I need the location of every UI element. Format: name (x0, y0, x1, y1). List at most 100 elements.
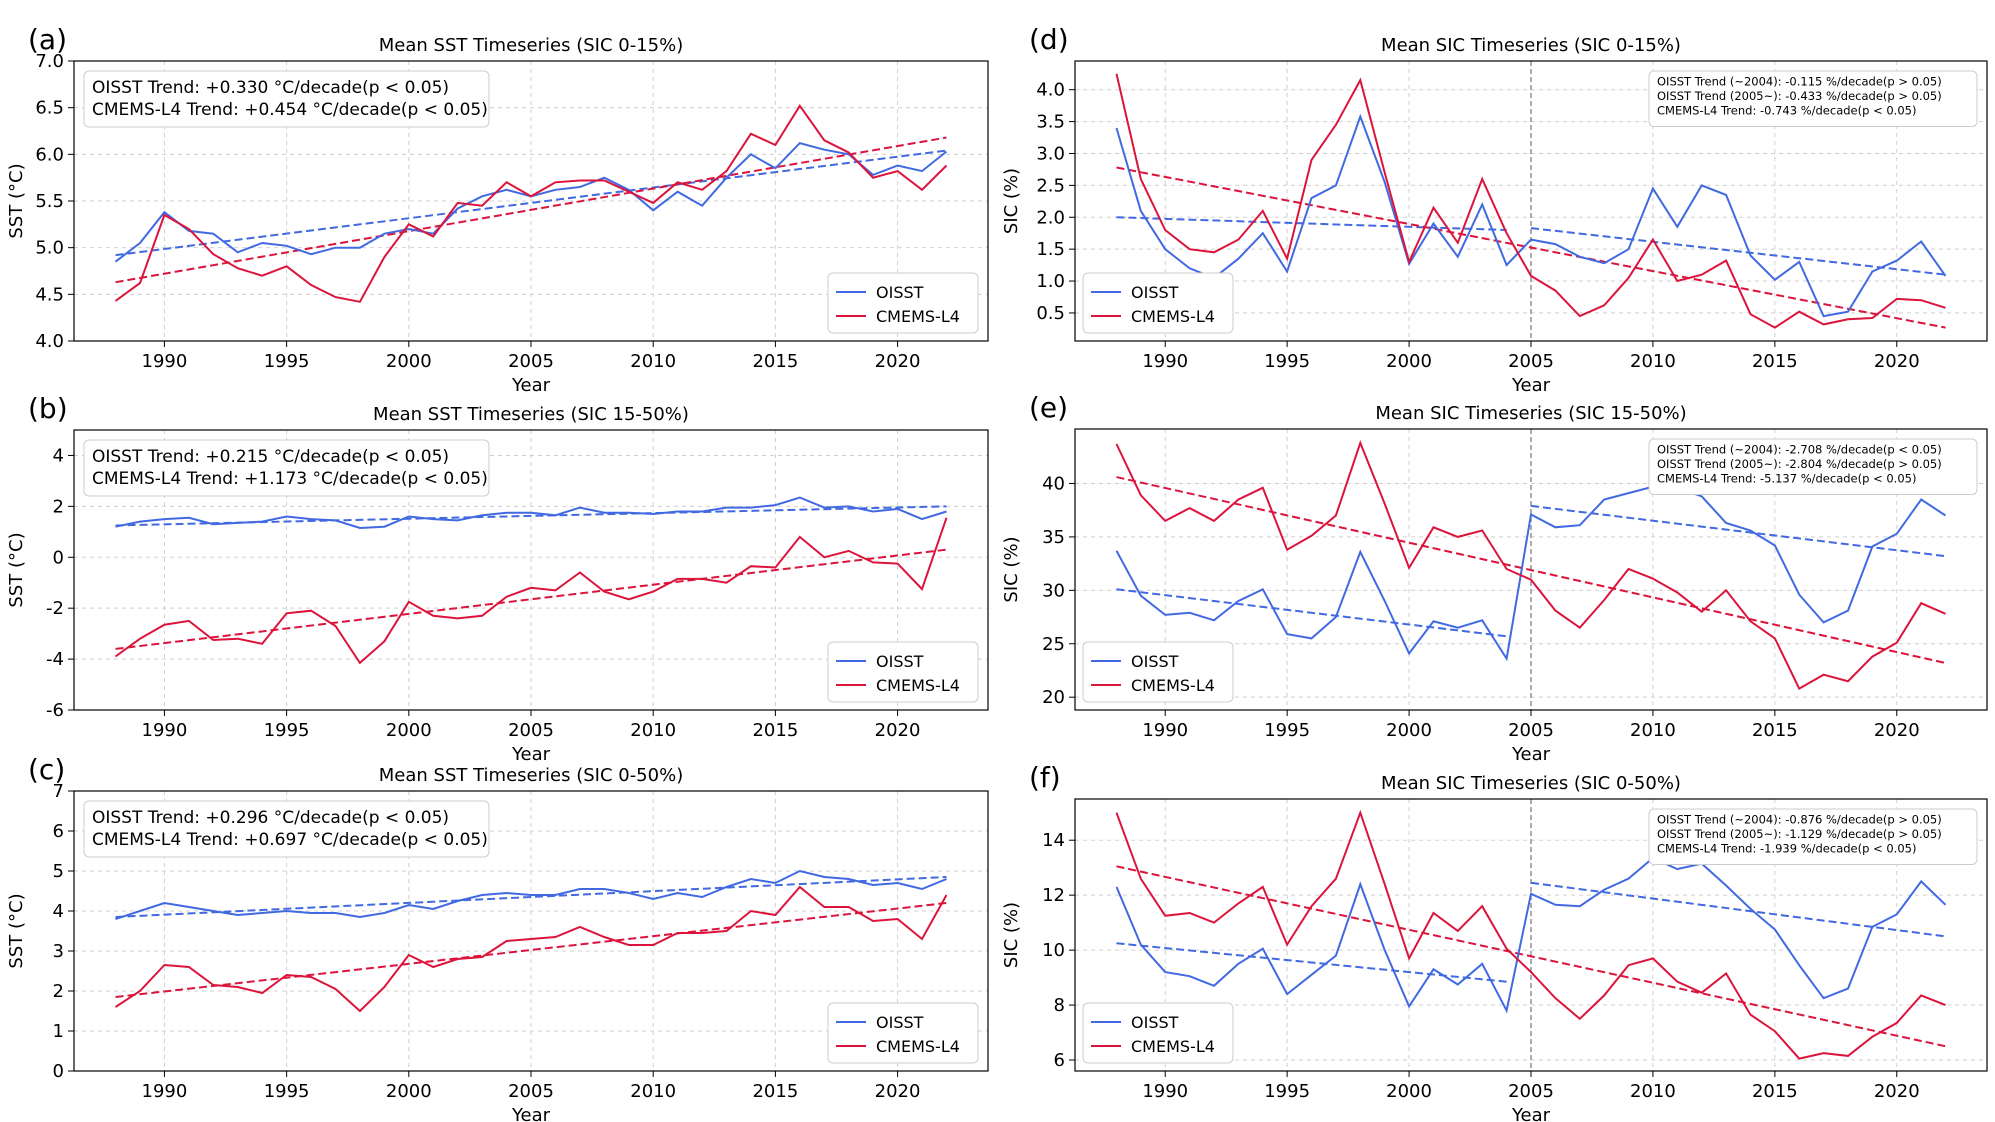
series-line-cmems (1115, 73, 1946, 329)
trend-line-oisst (115, 876, 947, 918)
y-axis-label: SIC (%) (1001, 536, 1022, 602)
x-tick-label: 2010 (1630, 1081, 1676, 1102)
trend-annotation-text: CMEMS-L4 Trend: -1.939 %/decade(p < 0.05… (1657, 842, 1916, 856)
y-tick-label: 6.0 (35, 144, 64, 165)
x-tick-label: 2015 (752, 1081, 798, 1102)
trend-annotation-box (1648, 70, 1978, 127)
trend-line-cmems (1116, 166, 1946, 329)
trend-annotation-text: CMEMS-L4 Trend: +0.454 °C/decade(p < 0.0… (92, 100, 488, 120)
x-tick-label: 1990 (142, 351, 188, 372)
y-tick-label: 2.0 (1036, 207, 1065, 228)
legend-box (1082, 1002, 1234, 1064)
y-tick-label: 0 (53, 1061, 64, 1082)
x-tick-label: 2000 (386, 1081, 432, 1102)
y-tick-label: 35 (1042, 527, 1065, 548)
x-tick-label: 1990 (142, 1081, 188, 1102)
axes-frame (73, 429, 989, 711)
trend-line-cmems (1116, 476, 1946, 664)
trend-annotation-box (1648, 808, 1978, 865)
series-line-cmems (1115, 440, 1946, 690)
trend-annotation-box (83, 439, 490, 497)
legend-box (1082, 641, 1234, 703)
x-tick-label: 2010 (1630, 351, 1676, 372)
panel-letter: (c) (28, 753, 65, 786)
y-tick-label: 7.0 (35, 51, 64, 72)
trend-line-oisst (1530, 881, 1946, 938)
series-line-oisst (115, 496, 947, 530)
x-tick-label: 2005 (508, 1081, 554, 1102)
trend-annotation-text: CMEMS-L4 Trend: -5.137 %/decade(p < 0.05… (1657, 472, 1916, 486)
x-axis-label: Year (1511, 1105, 1551, 1122)
axes-frame (1074, 798, 1988, 1072)
y-tick-label: 2.5 (1036, 175, 1065, 196)
x-tick-label: 2020 (1874, 1081, 1920, 1102)
trend-annotation-text: OISST Trend (2005~): -0.433 %/decade(p >… (1657, 89, 1942, 103)
trend-annotation-text: OISST Trend: +0.215 °C/decade(p < 0.05) (92, 447, 449, 467)
legend: OISST CMEMS-L4 (1082, 272, 1234, 334)
x-tick-label: 2010 (1630, 720, 1676, 741)
series-line-cmems (114, 517, 948, 665)
legend-label: CMEMS-L4 (876, 307, 960, 326)
legend-label: CMEMS-L4 (1131, 676, 1215, 695)
y-tick-label: 4.0 (35, 331, 64, 352)
y-tick-label: 25 (1042, 634, 1065, 655)
axes-frame (73, 60, 989, 342)
y-tick-label: 0 (53, 547, 64, 568)
y-axis-label: SST (°C) (6, 532, 27, 607)
y-tick-label: 4 (53, 901, 64, 922)
x-tick-label: 1995 (1264, 720, 1310, 741)
y-tick-label: 1 (53, 1021, 64, 1042)
series-line-oisst (1115, 856, 1947, 1014)
x-axis-label: Year (511, 1105, 551, 1122)
legend: OISST CMEMS-L4 (1082, 1002, 1234, 1064)
legend-label: OISST (876, 652, 924, 671)
x-tick-label: 2020 (1874, 720, 1920, 741)
x-tick-label: 1995 (1264, 351, 1310, 372)
panel-letter: (e) (1029, 391, 1068, 424)
x-tick-label: 2005 (1508, 720, 1554, 741)
x-tick-label: 1995 (264, 720, 310, 741)
x-tick-label: 2000 (1386, 720, 1432, 741)
trend-line-cmems (1116, 865, 1946, 1048)
y-tick-label: 20 (1042, 687, 1065, 708)
series-line-oisst (1115, 485, 1947, 662)
y-tick-label: 4.5 (35, 284, 64, 305)
x-tick-label: 2010 (630, 351, 676, 372)
y-tick-label: -6 (46, 700, 64, 721)
x-tick-label: 1990 (1142, 1081, 1188, 1102)
trend-line-oisst (1116, 588, 1507, 638)
x-tick-label: 1990 (142, 720, 188, 741)
y-tick-label: 0.5 (1036, 303, 1065, 324)
y-tick-label: 6 (53, 821, 64, 842)
y-tick-label: 2 (53, 496, 64, 517)
trend-annotation-text: OISST Trend (~2004): -0.876 %/decade(p >… (1657, 813, 1942, 827)
series-line-oisst (1115, 113, 1947, 318)
series-line-oisst (115, 869, 947, 920)
legend: OISST CMEMS-L4 (827, 272, 979, 334)
y-tick-label: 4.0 (1036, 80, 1065, 101)
trend-line-oisst (1116, 216, 1507, 232)
trend-line-oisst (1530, 504, 1946, 558)
legend-label: CMEMS-L4 (876, 676, 960, 695)
panel-letter: (f) (1029, 761, 1061, 794)
x-tick-label: 1990 (1142, 351, 1188, 372)
y-tick-label: 3.0 (1036, 143, 1065, 164)
x-tick-label: 2005 (1508, 351, 1554, 372)
legend-label: OISST (876, 1013, 924, 1032)
x-tick-label: 2015 (752, 351, 798, 372)
x-tick-label: 2020 (1874, 351, 1920, 372)
legend-label: CMEMS-L4 (876, 1037, 960, 1056)
y-tick-label: 2 (53, 981, 64, 1002)
x-tick-label: 2000 (1386, 351, 1432, 372)
subplot-e: 1990 1995 2000 2005 2010 2015 20202025303540Me… (1001, 391, 1988, 765)
x-tick-label: 2010 (630, 720, 676, 741)
trend-line-oisst (1530, 227, 1946, 276)
legend-label: OISST (876, 283, 924, 302)
axes-frame (73, 790, 989, 1072)
subplot-title: Mean SIC Timeseries (SIC 0-15%) (1381, 35, 1681, 56)
y-tick-label: 3.5 (1036, 112, 1065, 133)
y-axis-label: SST (°C) (6, 163, 27, 238)
trend-annotation-text: OISST Trend (2005~): -2.804 %/decade(p >… (1657, 457, 1942, 471)
x-tick-label: 1995 (264, 1081, 310, 1102)
